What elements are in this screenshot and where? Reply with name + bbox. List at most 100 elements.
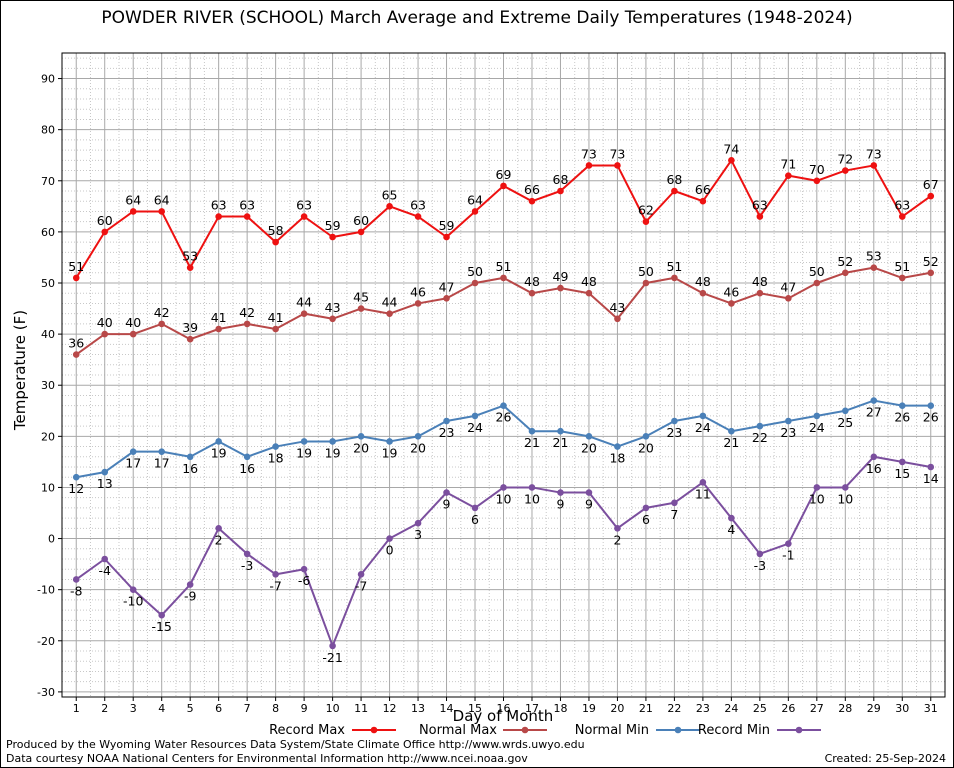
legend-marker-record-max <box>370 726 378 734</box>
record-min-point <box>329 642 336 650</box>
record-min-data-label: -21 <box>322 650 342 665</box>
record-min-point <box>528 484 536 491</box>
normal-max-point <box>870 264 878 271</box>
normal-min-point <box>614 443 621 450</box>
y-axis-title: Temperature (F) <box>11 310 29 431</box>
record-max-data-label: 74 <box>723 141 739 156</box>
normal-min-data-label: 20 <box>353 440 369 455</box>
normal-max-point <box>557 284 564 292</box>
record-max-data-label: 63 <box>211 198 227 213</box>
normal-max-data-label: 43 <box>325 300 341 315</box>
record-max-data-label: 53 <box>182 249 198 264</box>
record-min-data-label: 16 <box>866 461 882 476</box>
normal-min-point <box>500 402 507 409</box>
normal-min-point <box>329 438 336 445</box>
normal-max-data-label: 44 <box>296 295 312 310</box>
normal-min-data-label: 26 <box>496 410 512 425</box>
normal-min-data-label: 17 <box>125 456 141 471</box>
x-tick-label: 14 <box>440 702 454 715</box>
record-max-point <box>785 172 792 179</box>
x-tick-label: 28 <box>838 702 852 715</box>
legend-marker-normal-min <box>674 726 682 734</box>
y-tick-label: 40 <box>41 328 55 341</box>
record-max-point <box>927 192 935 200</box>
record-min-point <box>129 586 137 593</box>
record-min-data-label: -6 <box>298 573 311 588</box>
normal-min-point <box>357 433 365 440</box>
legend-label-record-min: Record Min <box>698 723 770 738</box>
y-tick-label: 50 <box>41 277 55 290</box>
record-max-data-label: 64 <box>125 192 141 207</box>
x-tick-label: 3 <box>130 702 137 715</box>
x-tick-label: 11 <box>354 702 368 715</box>
normal-min-data-label: 23 <box>780 425 796 440</box>
x-tick-label: 21 <box>639 702 653 715</box>
record-min-data-label: 14 <box>923 471 939 486</box>
record-max-data-label: 60 <box>97 213 113 228</box>
record-max-point <box>243 213 251 220</box>
normal-min-data-label: 21 <box>723 435 739 450</box>
y-tick-label: -20 <box>37 635 55 648</box>
x-tick-label: 26 <box>781 702 795 715</box>
normal-min-point <box>557 427 564 435</box>
y-tick-label: 70 <box>41 175 55 188</box>
legend-marker-record-min <box>795 726 803 734</box>
normal-max-point <box>72 351 80 358</box>
record-max-point <box>557 187 564 195</box>
x-tick-label: 15 <box>468 702 482 715</box>
record-min-point <box>585 489 593 496</box>
record-min-data-label: 7 <box>670 507 678 522</box>
record-min-point <box>272 571 279 578</box>
normal-min-point <box>927 402 935 409</box>
record-max-point <box>500 182 507 190</box>
record-min-data-label: -10 <box>123 594 143 609</box>
normal-min-point <box>386 438 393 445</box>
record-max-point <box>215 213 222 220</box>
normal-max-point <box>927 269 935 277</box>
y-tick-label: 60 <box>41 226 55 239</box>
x-tick-label: 25 <box>753 702 767 715</box>
x-tick-label: 30 <box>895 702 909 715</box>
normal-min-point <box>870 397 878 404</box>
x-tick-label: 18 <box>553 702 567 715</box>
record-min-point <box>186 581 194 588</box>
record-min-data-label: 3 <box>414 527 422 542</box>
y-tick-label: 0 <box>48 533 55 546</box>
record-min-data-label: 9 <box>556 497 564 512</box>
normal-min-data-label: 16 <box>182 461 198 476</box>
normal-min-point <box>414 433 422 440</box>
record-min-point <box>443 489 450 496</box>
record-min-data-label: -7 <box>269 578 281 593</box>
record-max-data-label: 71 <box>780 157 796 172</box>
record-min-point <box>300 565 308 573</box>
x-tick-label: 5 <box>187 702 194 715</box>
record-min-point <box>728 514 735 522</box>
normal-max-data-label: 45 <box>353 290 369 305</box>
x-tick-label: 19 <box>582 702 596 715</box>
x-tick-label: 22 <box>667 702 681 715</box>
normal-max-data-label: 51 <box>666 259 682 274</box>
record-min-point <box>414 519 422 527</box>
normal-max-data-label: 48 <box>752 274 768 289</box>
normal-min-point <box>72 473 80 481</box>
x-tick-label: 17 <box>525 702 539 715</box>
record-max-data-label: 65 <box>382 187 398 202</box>
legend-label-normal-min: Normal Min <box>575 723 649 738</box>
normal-max-point <box>728 300 735 307</box>
normal-min-data-label: 18 <box>609 451 625 466</box>
record-max-point <box>642 218 650 225</box>
record-min-point <box>471 504 479 512</box>
record-min-point <box>386 535 393 542</box>
record-min-data-label: 9 <box>443 497 451 512</box>
record-max-data-label: 66 <box>695 182 711 197</box>
record-min-point <box>813 484 821 491</box>
normal-min-data-label: 22 <box>752 430 768 445</box>
normal-max-data-label: 50 <box>638 264 654 279</box>
record-min-point <box>500 484 507 491</box>
normal-min-data-label: 20 <box>638 440 654 455</box>
record-max-data-label: 58 <box>268 223 284 238</box>
record-max-point <box>158 208 165 215</box>
x-tick-label: 27 <box>810 702 824 715</box>
normal-max-data-label: 53 <box>866 249 882 264</box>
normal-max-point <box>500 274 507 282</box>
